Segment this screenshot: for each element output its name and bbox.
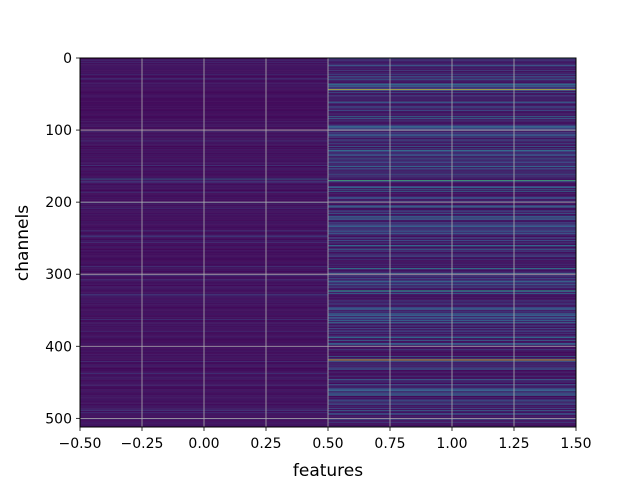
- y-tick-label: 100: [45, 123, 72, 139]
- x-tick-label: 1.25: [498, 436, 529, 452]
- x-tick-label: −0.50: [59, 436, 102, 452]
- x-tick-label: 0.50: [312, 436, 343, 452]
- y-axis-label: channels: [13, 205, 33, 281]
- axis-ticks: −0.50 −0.25 0.00 0.25 0.50 0.75 1.00 1.25 1.50 0 1…: [45, 51, 591, 452]
- x-tick-label: 0.00: [188, 436, 219, 452]
- x-tick-label: −0.25: [121, 436, 164, 452]
- x-axis-label: features: [293, 461, 363, 480]
- y-tick-label: 500: [45, 411, 72, 427]
- x-tick-label: 1.00: [436, 436, 467, 452]
- y-tick-label: 400: [45, 339, 72, 355]
- x-tick-label: 0.25: [250, 436, 281, 452]
- x-tick-label: 1.50: [560, 436, 591, 452]
- y-tick-label: 0: [63, 51, 72, 67]
- x-tick-label: 0.75: [374, 436, 405, 452]
- y-tick-label: 300: [45, 267, 72, 283]
- y-tick-label: 200: [45, 195, 72, 211]
